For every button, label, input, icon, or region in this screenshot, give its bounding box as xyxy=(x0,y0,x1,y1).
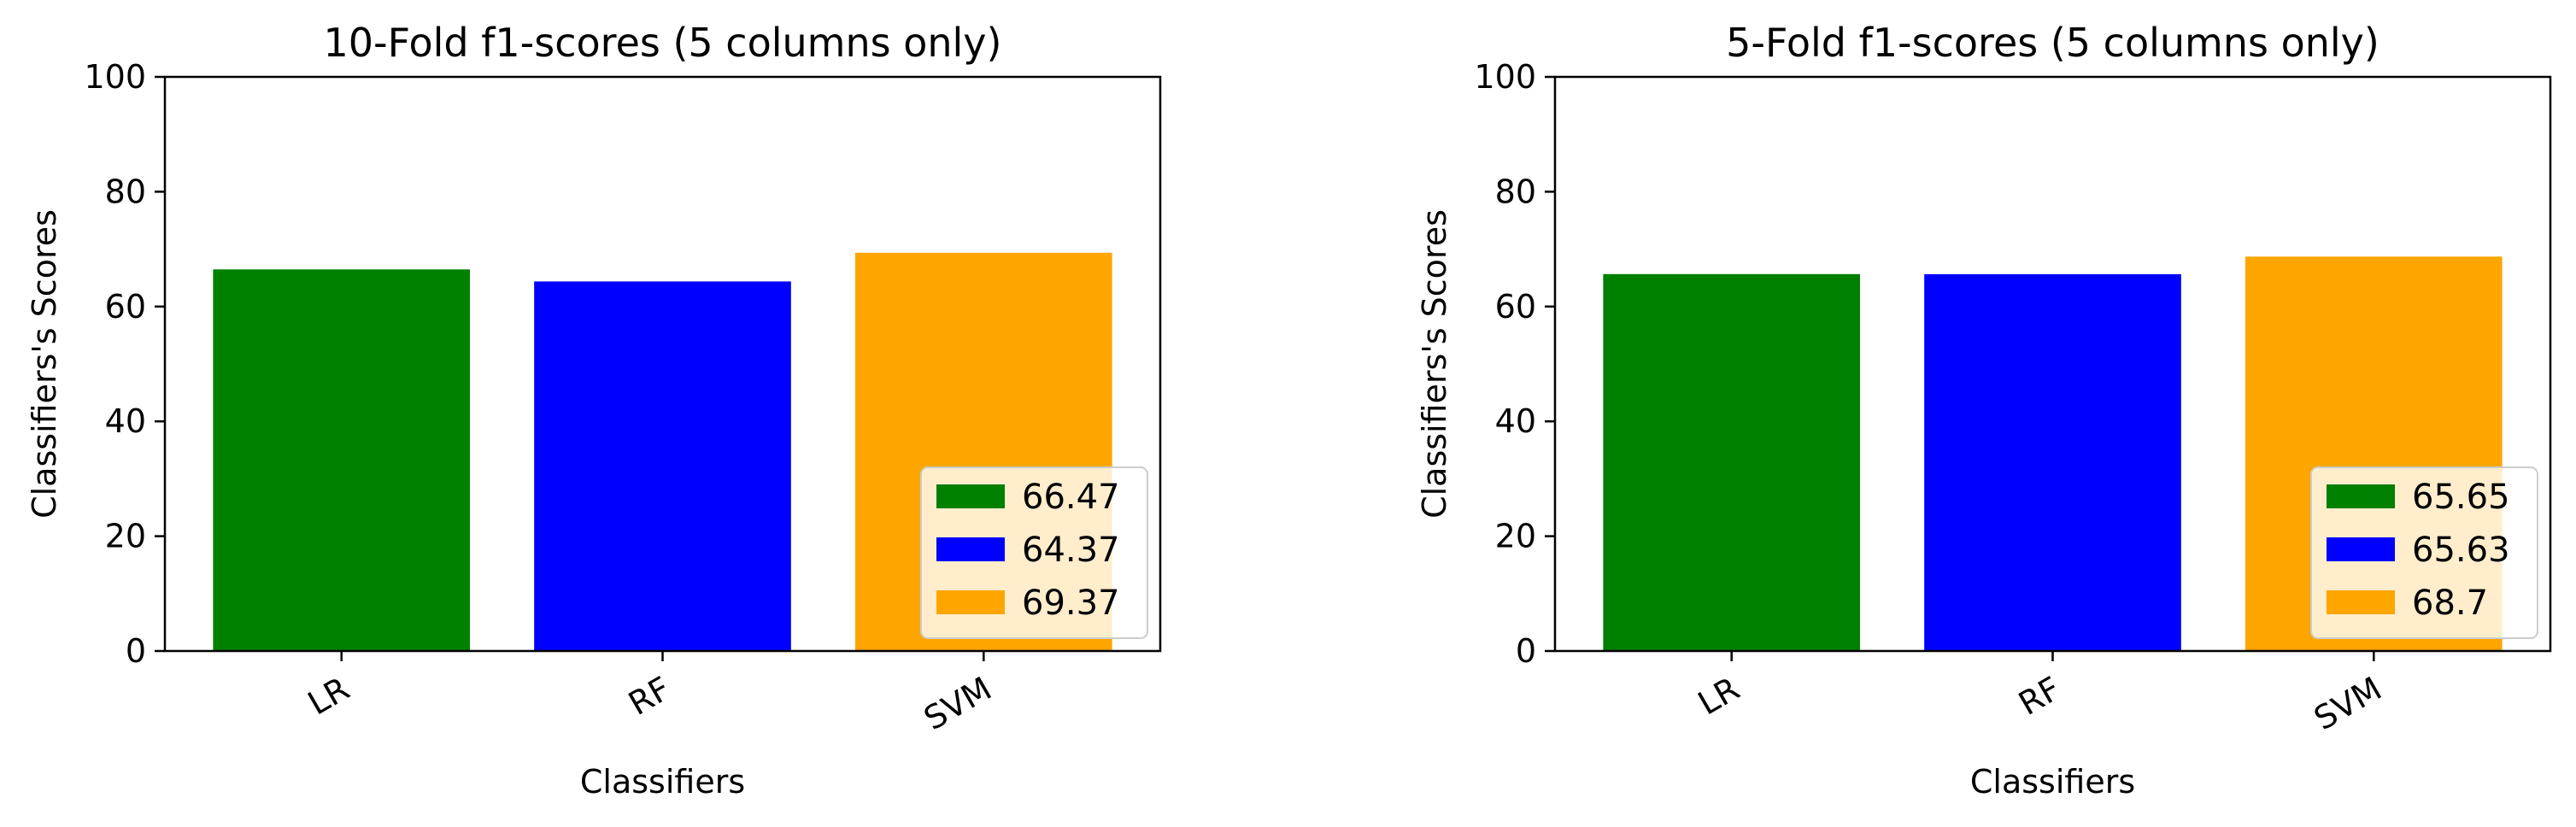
bar-lr xyxy=(213,269,471,651)
y-tick-label: 20 xyxy=(1495,518,1536,555)
legend-entry: 65.63 xyxy=(2412,531,2510,570)
legend: 65.65 65.63 68.7 xyxy=(2310,466,2538,639)
bar-rf xyxy=(1924,273,2181,651)
x-axis-label: Classifiers xyxy=(1970,763,2135,801)
y-tick-label: 20 xyxy=(105,518,146,555)
bar-rf xyxy=(534,281,791,651)
y-tick-label: 40 xyxy=(1495,402,1536,440)
y-tick-label: 80 xyxy=(1495,173,1536,210)
y-tick-label: 60 xyxy=(105,288,146,326)
legend-swatch xyxy=(2327,484,2395,508)
legend-entry: 66.47 xyxy=(1022,478,1120,517)
legend-entry: 64.37 xyxy=(1022,531,1120,570)
y-axis-label: Classifiers's Scores xyxy=(1416,209,1453,519)
y-tick-label: 0 xyxy=(126,632,146,670)
bar-lr xyxy=(1603,273,1861,651)
chart-title: 10-Fold f1-scores (5 columns only) xyxy=(324,20,1002,66)
y-tick-label: 60 xyxy=(1495,288,1536,326)
y-tick-label: 40 xyxy=(105,402,146,440)
legend-swatch xyxy=(2327,537,2395,561)
chart-title: 5-Fold f1-scores (5 columns only) xyxy=(1726,20,2379,66)
legend-swatch xyxy=(936,590,1005,614)
y-tick-label: 80 xyxy=(105,173,146,210)
legend-swatch xyxy=(936,484,1005,508)
x-axis-label: Classifiers xyxy=(580,763,745,801)
legend-swatch xyxy=(2327,590,2395,614)
legend-swatch xyxy=(936,537,1005,561)
y-axis-label: Classifiers's Scores xyxy=(26,209,63,519)
y-tick-label: 0 xyxy=(1516,632,1536,670)
legend-entry: 68.7 xyxy=(2412,584,2488,623)
y-tick-label: 100 xyxy=(84,58,146,96)
legend: 66.47 64.37 69.37 xyxy=(920,466,1148,639)
y-tick-label: 100 xyxy=(1474,58,1536,96)
legend-entry: 65.65 xyxy=(2412,478,2510,517)
legend-entry: 69.37 xyxy=(1022,584,1120,623)
